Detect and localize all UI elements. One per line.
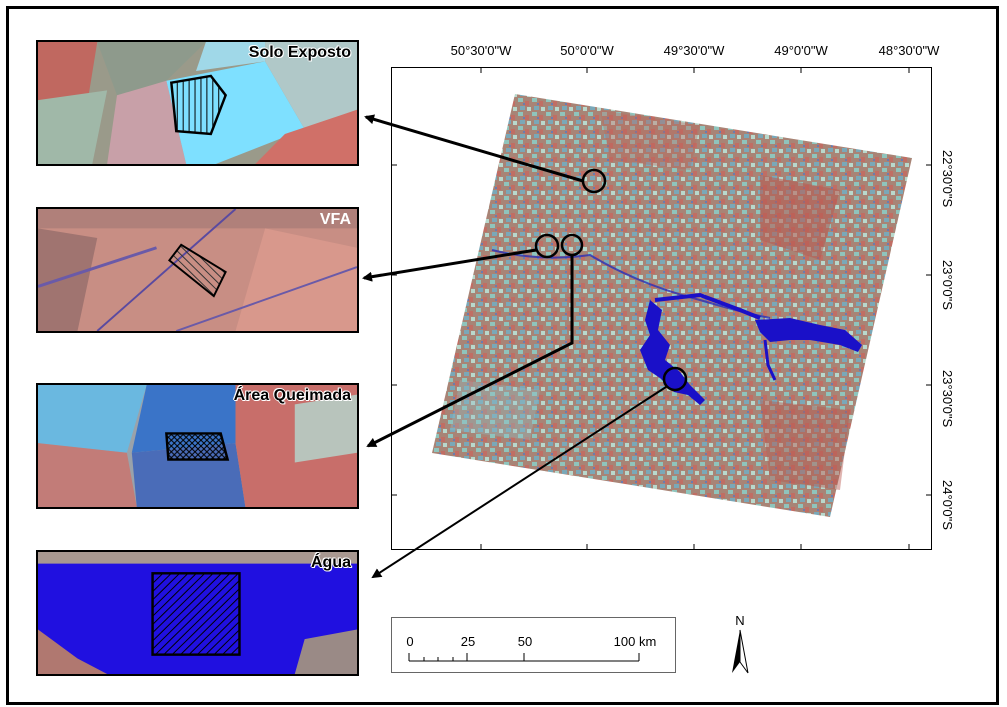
inset-solo-exposto-image: [38, 42, 357, 164]
scale-label: 100 km: [613, 634, 657, 649]
longitude-label: 50°0'0"W: [560, 43, 614, 58]
inset-vfa-image: [38, 209, 357, 331]
latitude-label: 24°0'0"S: [940, 480, 955, 530]
inset-solo-exposto: Solo Exposto: [36, 40, 359, 166]
inset-area-queimada-image: [38, 385, 357, 507]
inset-agua-image: [38, 552, 357, 674]
scale-label: 25: [460, 634, 476, 649]
latitude-label: 23°0'0"S: [940, 260, 955, 310]
inset-area-queimada: Área Queimada: [36, 383, 359, 509]
scale-label: 0: [406, 634, 414, 649]
inset-agua: Água: [36, 550, 359, 676]
inset-label-agua: Água: [311, 554, 351, 571]
longitude-label: 48°30'0"W: [878, 43, 940, 58]
main-map-frame: [391, 67, 932, 550]
inset-label-area-queimada: Área Queimada: [233, 387, 351, 404]
longitude-label: 50°30'0"W: [450, 43, 512, 58]
inset-vfa: VFA: [36, 207, 359, 333]
inset-label-vfa: VFA: [319, 211, 351, 228]
north-label: N: [735, 613, 745, 628]
longitude-label: 49°0'0"W: [774, 43, 828, 58]
latitude-label: 22°30'0"S: [940, 150, 955, 208]
map-figure-frame: [6, 6, 999, 705]
scale-bar: 0 25 50 100 km: [391, 617, 676, 673]
inset-label-solo-exposto: Solo Exposto: [248, 44, 351, 61]
scale-label: 50: [517, 634, 533, 649]
latitude-label: 23°30'0"S: [940, 370, 955, 428]
longitude-label: 49°30'0"W: [663, 43, 725, 58]
